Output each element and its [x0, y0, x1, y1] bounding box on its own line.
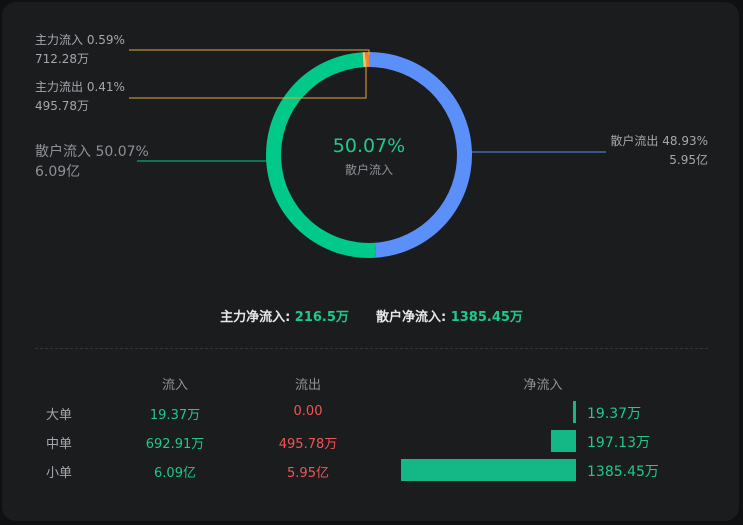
slice-label: 主力流出 0.41%	[35, 80, 125, 94]
retail-net-value: 1385.45万	[450, 310, 523, 325]
outflow-cell: 495.78万	[278, 437, 338, 452]
net-bar	[573, 401, 576, 423]
center-label: 散户流入	[345, 162, 393, 177]
net-value: 197.13万	[587, 435, 650, 451]
row-label: 小单	[46, 466, 73, 481]
slice-label: 散户流入 50.07%	[35, 143, 149, 160]
net-inflow-summary: 主力净流入: 216.5万 散户净流入: 1385.45万	[0, 306, 743, 325]
net-value: 19.37万	[587, 406, 642, 422]
header-inflow: 流入	[161, 378, 188, 393]
leader-line	[129, 57, 367, 99]
slice-label: 主力流入 0.59%	[35, 33, 125, 47]
divider	[35, 348, 708, 349]
leader-line	[129, 49, 370, 55]
header-net: 净流入	[523, 378, 563, 393]
net-bar	[401, 459, 576, 481]
center-value: 50.07%	[333, 135, 405, 157]
retail-net-label: 散户净流入:	[375, 310, 447, 325]
main-net-label: 主力净流入:	[220, 310, 291, 325]
row-label: 大单	[46, 408, 73, 423]
slice-amount: 495.78万	[35, 99, 89, 113]
donut-slice	[265, 52, 376, 259]
net-value: 1385.45万	[587, 464, 659, 480]
inflow-cell: 19.37万	[149, 408, 201, 423]
slice-amount: 5.95亿	[669, 152, 708, 167]
header-outflow: 流出	[294, 378, 321, 393]
slice-amount: 712.28万	[35, 52, 89, 66]
slice-amount: 6.09亿	[35, 164, 80, 180]
outflow-cell: 5.95亿	[287, 466, 329, 481]
outflow-cell: 0.00	[293, 404, 323, 419]
slice-label: 散户流出 48.93%	[610, 133, 708, 148]
donut-slice	[362, 52, 366, 68]
main-net-value: 216.5万	[294, 310, 349, 325]
inflow-cell: 692.91万	[145, 437, 205, 452]
row-label: 中单	[46, 437, 73, 452]
donut-slice	[369, 52, 472, 258]
net-bar	[551, 430, 576, 452]
inflow-cell: 6.09亿	[154, 466, 196, 481]
